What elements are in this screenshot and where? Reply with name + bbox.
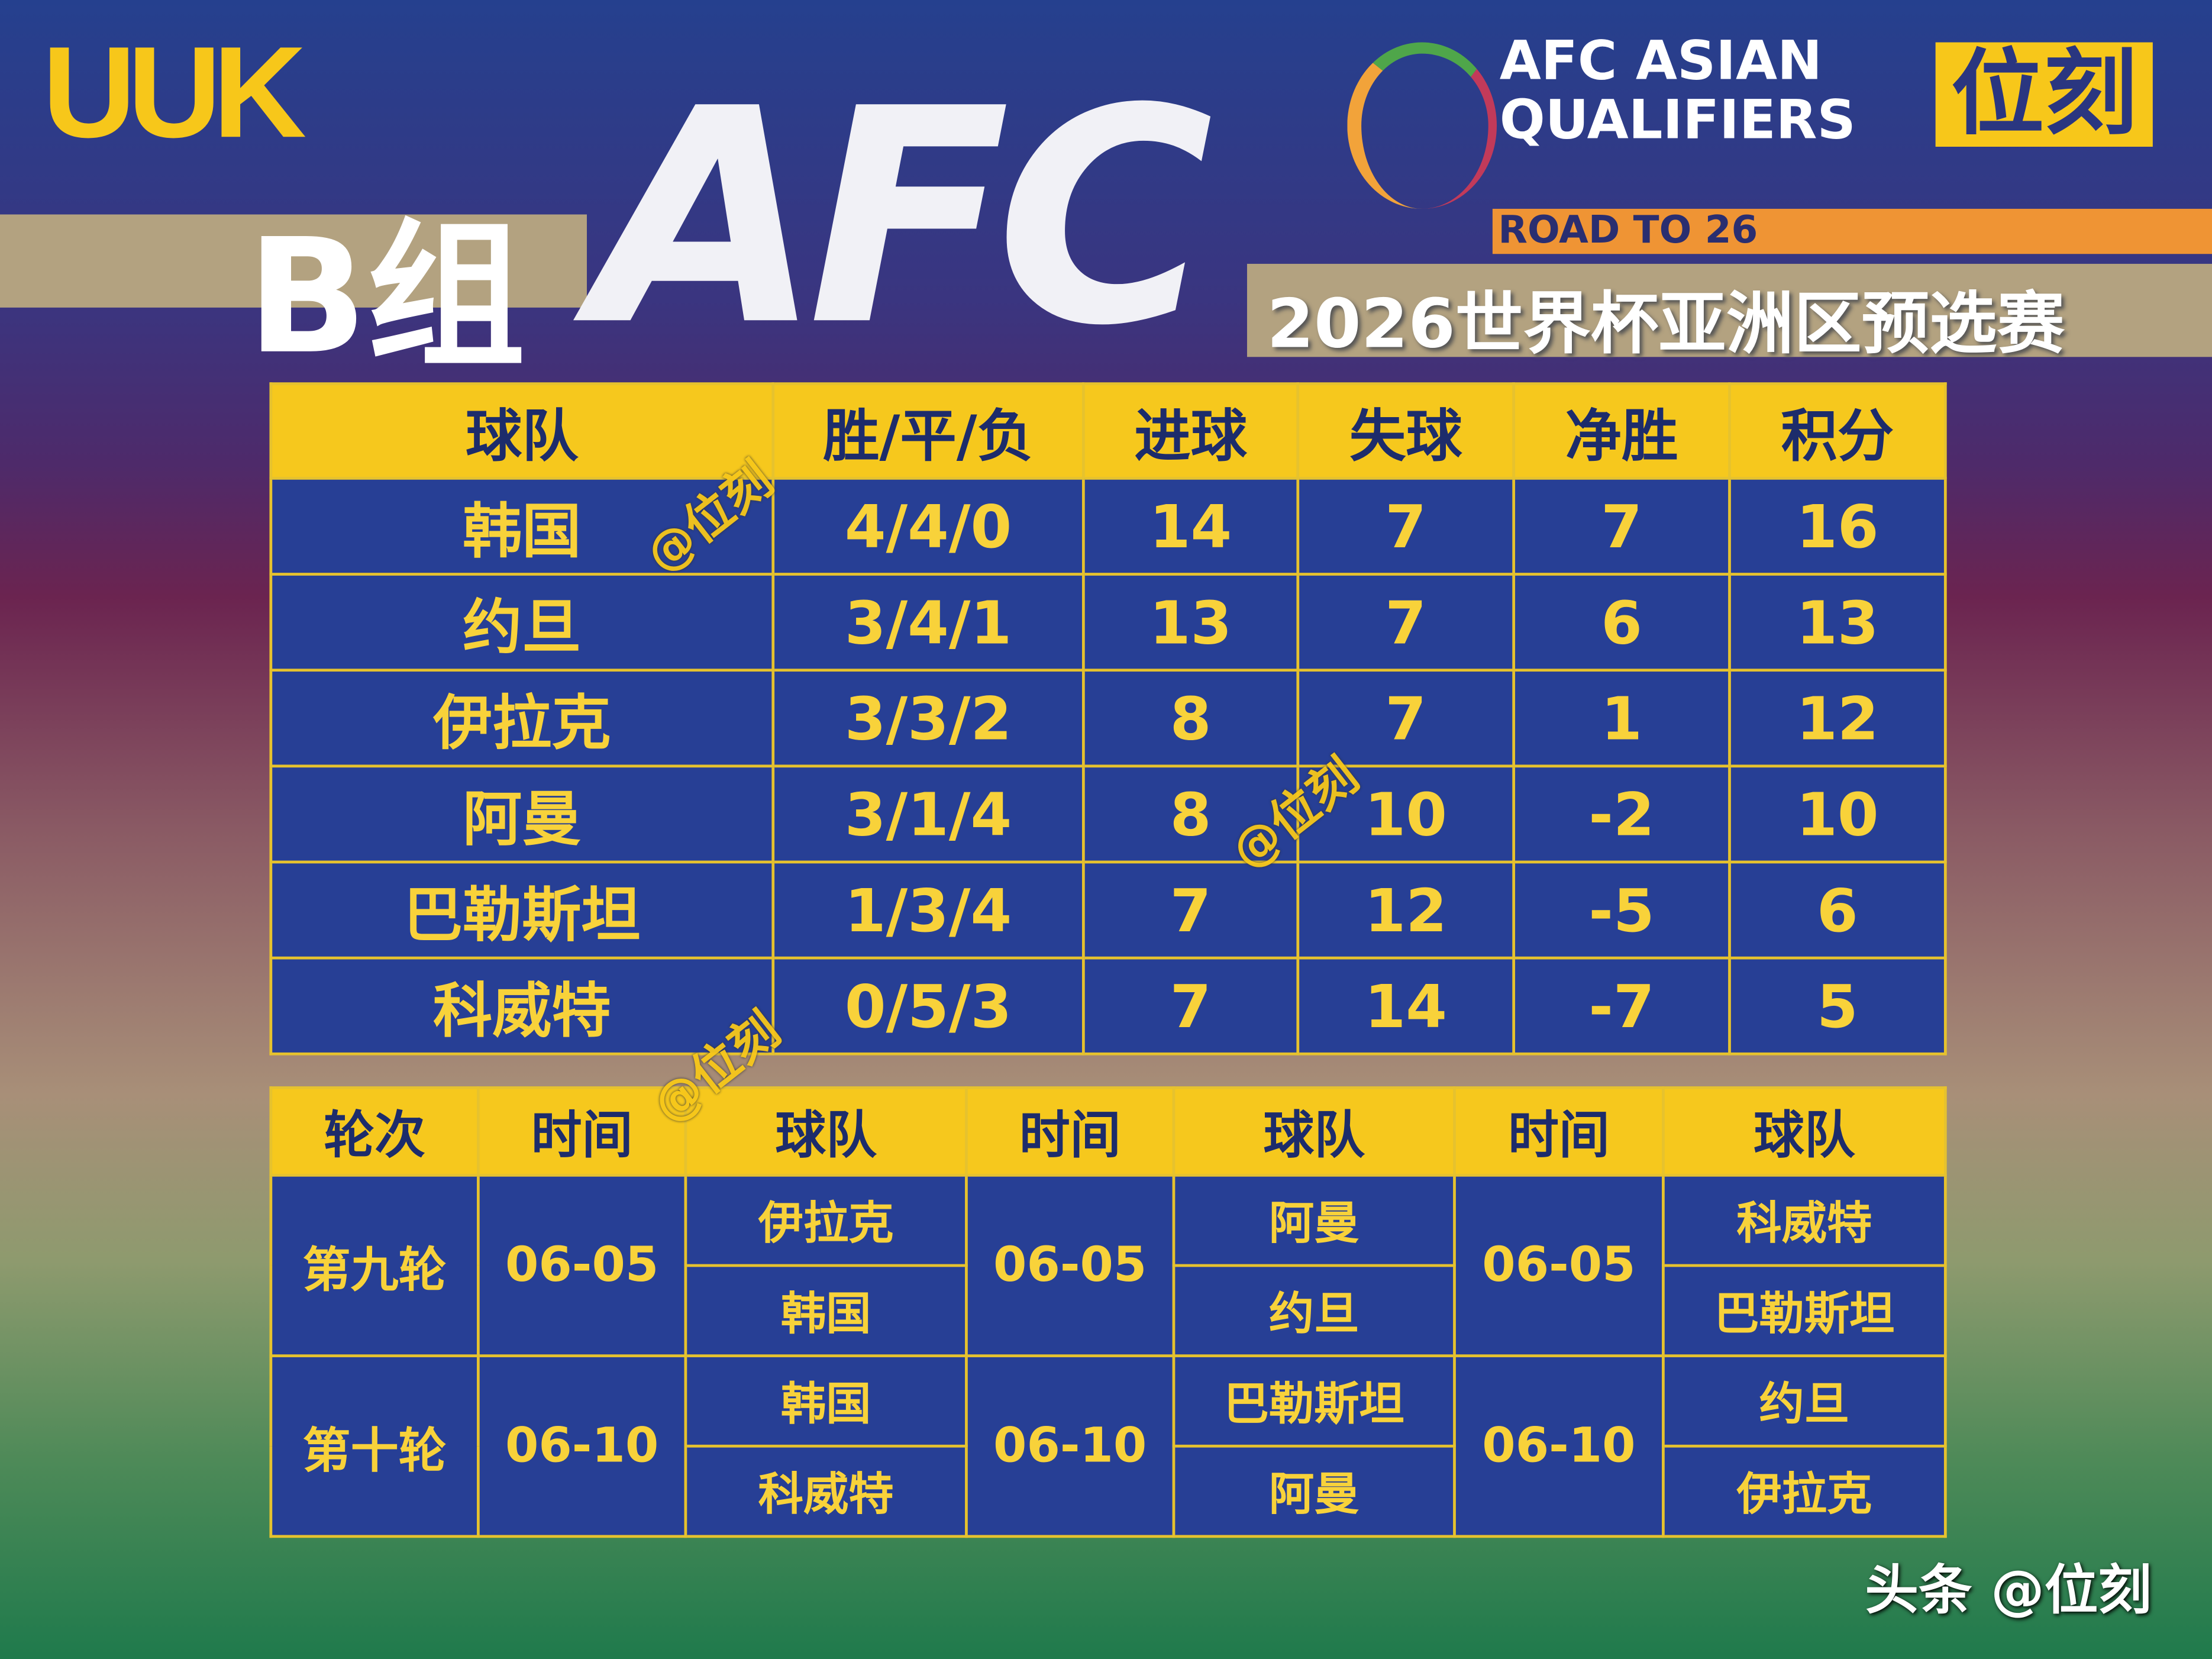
road-text: ROAD TO 26 (1498, 208, 1758, 253)
cell: 13 (1081, 573, 1300, 672)
afc-logo: AFC (592, 45, 1213, 391)
table-row: 科威特 0/5/3 7 14 -7 5 (269, 956, 1947, 1056)
group-title: B组 (247, 206, 525, 390)
cell: 6 (1512, 573, 1731, 672)
qualifiers-logo: AFC ASIAN QUALIFIERS (1499, 30, 1856, 151)
weike-logo: 位刻 (1935, 41, 2153, 147)
away-team: 科威特 (684, 1444, 968, 1538)
table-row: 约旦 3/4/1 13 7 6 13 (269, 573, 1947, 672)
match-date: 06-10 (1453, 1354, 1665, 1538)
col-teams: 球队 (684, 1086, 968, 1177)
cell: 1 (1512, 669, 1731, 768)
home-team: 韩国 (684, 1354, 968, 1448)
table-row: 韩国 4/4/0 14 7 7 16 (269, 476, 1947, 576)
col-date: 时间 (965, 1086, 1176, 1177)
cell: 14 (1296, 956, 1516, 1056)
cell: 7 (1296, 476, 1516, 576)
cell: 13 (1728, 573, 1947, 672)
cell: 0/5/3 (771, 956, 1085, 1056)
cell: 7 (1512, 476, 1731, 576)
cell: 6 (1728, 860, 1947, 960)
col-team: 球队 (269, 382, 775, 480)
col-teams: 球队 (1172, 1086, 1456, 1177)
cell: 16 (1728, 476, 1947, 576)
cell: 科威特 (269, 956, 775, 1056)
cell: 5 (1728, 956, 1947, 1056)
title-band (1247, 263, 2212, 357)
uuk-logo: UUK (42, 21, 307, 165)
cell: 3/1/4 (771, 764, 1085, 864)
home-team: 约旦 (1662, 1354, 1947, 1448)
col-date: 时间 (1453, 1086, 1665, 1177)
cell: -5 (1512, 860, 1731, 960)
road-band (1492, 208, 2212, 254)
cell: 10 (1728, 764, 1947, 864)
cell: -7 (1512, 956, 1731, 1056)
cell: 约旦 (269, 573, 775, 672)
match-date: 06-10 (476, 1354, 687, 1538)
cell: 韩国 (269, 476, 775, 576)
fixture-row: 第九轮 06-05 伊拉克 06-05 阿曼 06-05 科威特 (269, 1173, 1947, 1357)
tan-band-left (0, 214, 587, 308)
cell: 4/4/0 (771, 476, 1085, 576)
table-row: 伊拉克 3/3/2 8 7 1 12 (269, 669, 1947, 768)
home-team: 巴勒斯坦 (1172, 1354, 1456, 1448)
cell: 7 (1296, 573, 1516, 672)
round-label: 第十轮 (269, 1354, 480, 1538)
table-row: 阿曼 3/1/4 8 10 -2 10 (269, 764, 1947, 864)
cell: 3/3/2 (771, 669, 1085, 768)
col-pts: 积分 (1728, 382, 1947, 480)
cell: 10 (1296, 764, 1516, 864)
cell: 7 (1081, 860, 1300, 960)
cell: 8 (1081, 764, 1300, 864)
cell: -2 (1512, 764, 1731, 864)
cell: 12 (1728, 669, 1947, 768)
match-date: 06-05 (965, 1173, 1176, 1357)
match-date: 06-05 (1453, 1173, 1665, 1357)
home-team: 科威特 (1662, 1173, 1947, 1267)
cell: 阿曼 (269, 764, 775, 864)
table-row: 巴勒斯坦 1/3/4 7 12 -5 6 (269, 860, 1947, 960)
home-team: 伊拉克 (684, 1173, 968, 1267)
cell: 7 (1081, 956, 1300, 1056)
away-team: 约旦 (1172, 1264, 1456, 1357)
match-date: 06-05 (476, 1173, 687, 1357)
fixture-row: 韩国 约旦 巴勒斯坦 (271, 1264, 1947, 1357)
cell: 8 (1081, 669, 1300, 768)
standings-table: 球队 胜/平/负 进球 失球 净胜 积分 韩国 4/4/0 14 7 7 16 约旦 3/4/… (269, 382, 1947, 1056)
fixture-row: 科威特 阿曼 伊拉克 (271, 1444, 1947, 1538)
round-label: 第九轮 (269, 1173, 480, 1357)
qualifiers-emblem-icon (1347, 42, 1497, 209)
col-wdl: 胜/平/负 (771, 382, 1085, 480)
cell: 12 (1296, 860, 1516, 960)
col-gf: 进球 (1081, 382, 1300, 480)
col-teams: 球队 (1662, 1086, 1947, 1177)
cell: 7 (1296, 669, 1516, 768)
cell: 巴勒斯坦 (269, 860, 775, 960)
match-date: 06-10 (965, 1354, 1176, 1538)
cell: 14 (1081, 476, 1300, 576)
home-team: 阿曼 (1172, 1173, 1456, 1267)
away-team: 巴勒斯坦 (1662, 1264, 1947, 1357)
away-team: 阿曼 (1172, 1444, 1456, 1538)
col-gd: 净胜 (1512, 382, 1731, 480)
fixtures-table: 轮次 时间 球队 时间 球队 时间 球队 第九轮 06-05 伊拉克 06-05 阿曼 0… (269, 1086, 1947, 1538)
event-title: 2026世界杯亚洲区预选赛 (1267, 285, 2065, 364)
footer-credit: 头条 @位刻 (1865, 1558, 2152, 1621)
cell: 伊拉克 (269, 669, 775, 768)
col-ga: 失球 (1296, 382, 1516, 480)
cell: 1/3/4 (771, 860, 1085, 960)
cell: 3/4/1 (771, 573, 1085, 672)
col-round: 轮次 (269, 1086, 480, 1177)
col-date: 时间 (476, 1086, 687, 1177)
fixture-row: 第十轮 06-10 韩国 06-10 巴勒斯坦 06-10 约旦 (269, 1354, 1947, 1538)
away-team: 韩国 (684, 1264, 968, 1357)
away-team: 伊拉克 (1662, 1444, 1947, 1538)
